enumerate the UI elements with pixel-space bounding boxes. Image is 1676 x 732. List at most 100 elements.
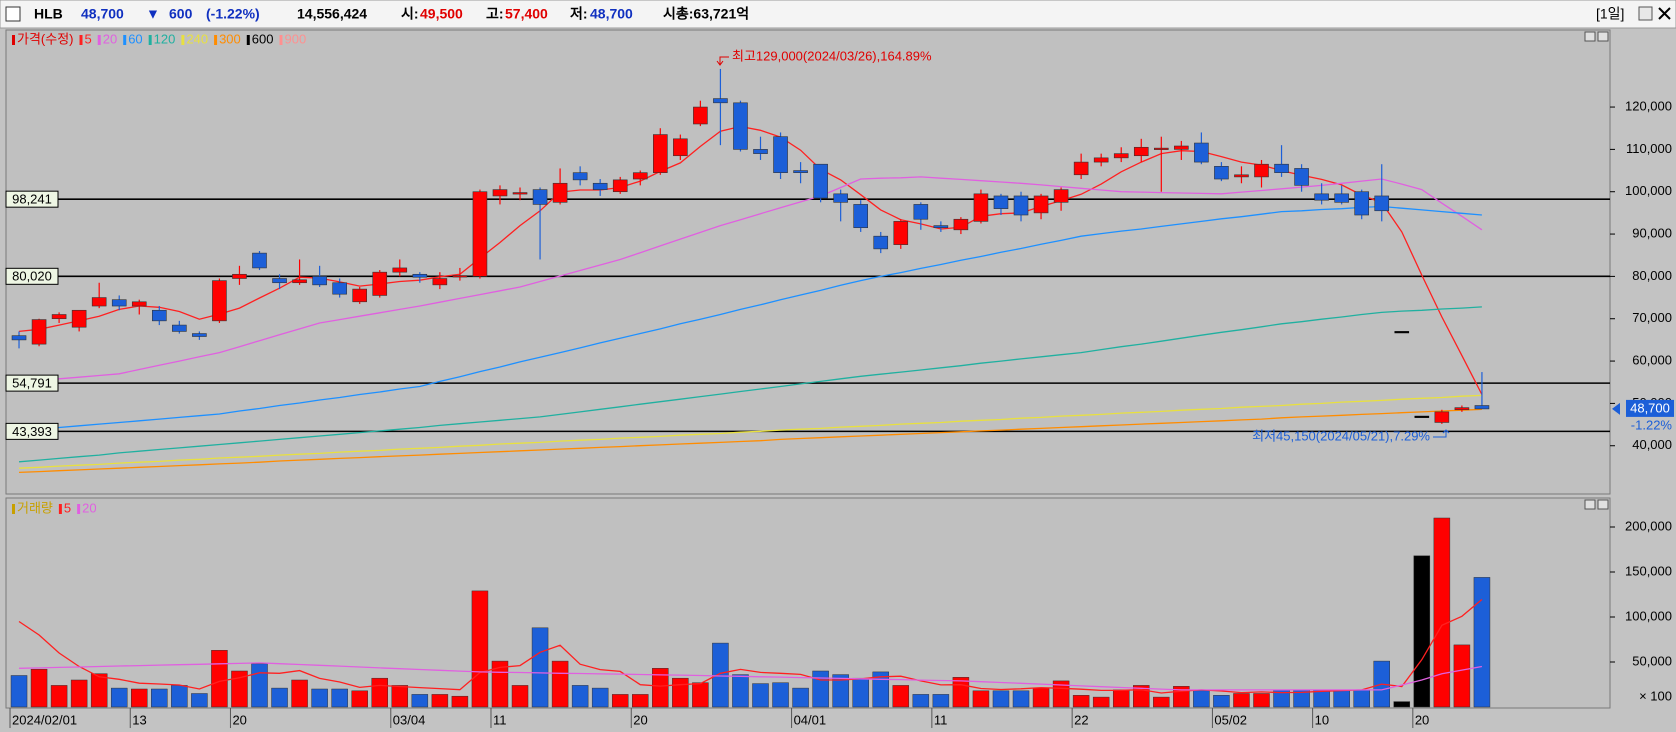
legend-entry: 900 <box>284 31 306 46</box>
candle-body <box>412 273 428 278</box>
y-tick-label: 80,000 <box>1632 268 1672 283</box>
candle-body <box>632 172 648 180</box>
candle-body <box>1214 166 1229 180</box>
moving-average <box>18 125 1483 395</box>
period[interactable]: [1일] <box>1596 6 1624 22</box>
candle-body <box>392 267 408 273</box>
candle-body <box>713 98 728 104</box>
volume-bar <box>1313 689 1330 708</box>
volume-bar <box>271 687 288 708</box>
x-tick-label: 03/04 <box>393 712 426 727</box>
annotation-arrow <box>716 56 729 66</box>
candle-body <box>232 273 247 279</box>
candle-body <box>1394 331 1410 334</box>
change-arrow: ▼ <box>146 6 160 22</box>
restore-button[interactable] <box>1638 6 1653 21</box>
low: 48,700 <box>590 6 633 22</box>
volume-bar <box>1233 693 1250 708</box>
candle-body <box>1113 153 1129 159</box>
change-rate: (-1.22%) <box>206 6 260 22</box>
panel-close[interactable] <box>1597 499 1609 510</box>
select-checkbox[interactable] <box>5 6 21 22</box>
moving-average <box>18 408 1482 474</box>
volume-bar <box>1092 696 1110 708</box>
volume-bar <box>1473 577 1491 708</box>
legend-marker <box>97 35 101 45</box>
legend-entry: 120 <box>154 31 176 46</box>
candle-body <box>1374 195 1390 212</box>
volume-bar <box>732 674 749 708</box>
volume-bar <box>451 695 469 708</box>
volume-bar <box>1453 644 1471 708</box>
market-cap: 시총:63,721억 <box>663 6 749 22</box>
legend-entry: 20 <box>103 31 117 46</box>
volume-bar <box>1032 687 1050 708</box>
volume-bar <box>672 677 689 708</box>
moving-average <box>18 662 1483 691</box>
panel-close[interactable] <box>1597 31 1609 42</box>
volume-bar <box>251 663 268 708</box>
volume-bar <box>171 685 188 708</box>
candle-body <box>873 235 889 250</box>
legend-entry: 600 <box>252 31 274 46</box>
level-label: 43,393 <box>12 424 52 439</box>
candle-body <box>11 335 27 341</box>
volume-bar <box>1413 555 1431 708</box>
volume-bar <box>912 694 930 708</box>
candle-body <box>91 297 107 307</box>
annotation-arrow <box>1433 429 1450 438</box>
volume-bar <box>551 660 569 708</box>
candle-body <box>1474 405 1490 410</box>
candle-body <box>853 204 869 229</box>
legend-title: 거래량 <box>17 500 53 515</box>
volume-bar <box>50 685 68 708</box>
volume-bar <box>1052 680 1070 708</box>
volume-bar <box>90 673 108 708</box>
candle-body <box>552 182 568 203</box>
candle-body <box>753 149 768 154</box>
x-tick-label: 20 <box>633 712 647 727</box>
change: 600 <box>169 6 193 22</box>
panel-restore[interactable] <box>1584 31 1596 42</box>
moving-average <box>18 205 1482 432</box>
candle-body <box>352 288 368 303</box>
volume-bar <box>1433 517 1451 708</box>
candle-body <box>111 299 127 307</box>
x-tick-label: 13 <box>132 712 146 727</box>
candle-body <box>1294 168 1309 186</box>
volume-bar <box>351 690 368 708</box>
moving-average <box>18 394 1482 469</box>
panel-restore[interactable] <box>1584 499 1596 510</box>
candle-body <box>773 136 788 173</box>
volume: 14,556,424 <box>297 6 367 22</box>
last-price-tag <box>1626 399 1674 417</box>
x-tick-label: 04/01 <box>794 712 827 727</box>
candle-body <box>733 102 748 150</box>
open-label: 시: <box>401 6 419 22</box>
candle-body <box>1154 147 1169 150</box>
price-plot <box>6 68 1610 474</box>
candle-body <box>1053 189 1069 203</box>
volume-bar <box>311 688 328 708</box>
candle-body <box>1254 163 1269 178</box>
panel-buttons <box>1584 31 1609 510</box>
candle-body <box>572 172 588 181</box>
legend-marker <box>58 504 62 514</box>
close-button[interactable] <box>1658 7 1671 20</box>
volume-bar <box>151 688 168 708</box>
candle-body <box>1174 145 1189 150</box>
candle-body <box>1194 142 1209 163</box>
legend-entry: 300 <box>219 31 241 46</box>
last-price-label: 48,700 <box>1630 400 1670 415</box>
low-annotation: 최저45,150(2024/05/21),7.29% <box>1252 428 1430 443</box>
candle-body <box>612 179 628 193</box>
legend-marker <box>12 504 15 514</box>
volume-bar <box>712 642 729 708</box>
x-tick-label: 10 <box>1315 712 1329 727</box>
candle-body <box>913 204 929 220</box>
moving-average <box>18 306 1482 463</box>
volume-bar <box>752 683 769 708</box>
candle-body <box>1013 195 1029 216</box>
level-label-box <box>5 190 59 208</box>
volume-bar <box>812 670 829 708</box>
